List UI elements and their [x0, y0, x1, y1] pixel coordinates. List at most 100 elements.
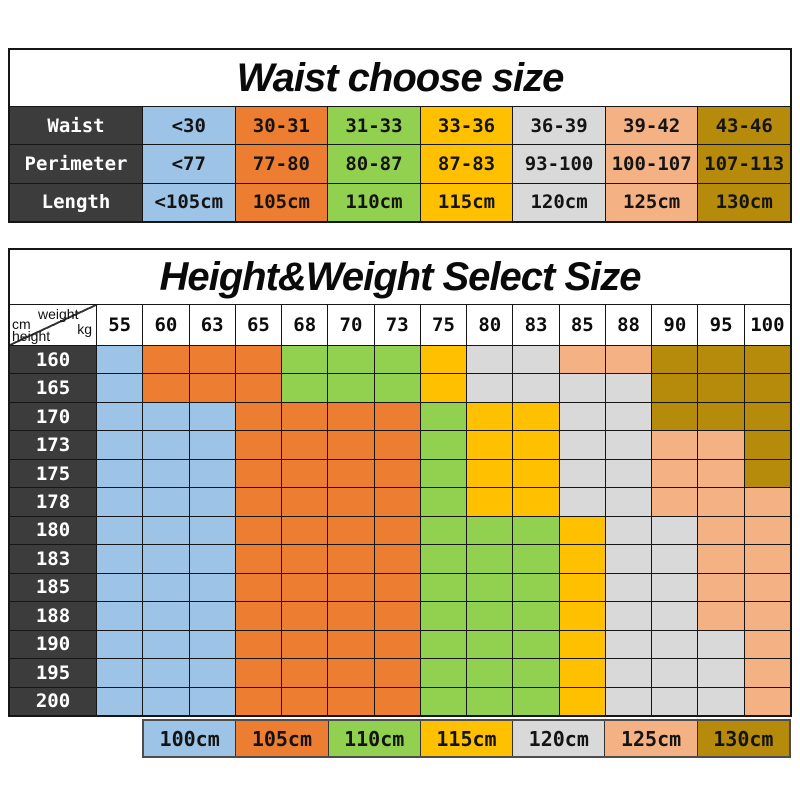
matrix-cell — [282, 659, 328, 687]
matrix-cell — [605, 630, 652, 659]
weight-header-cell: 63 — [189, 305, 235, 345]
matrix-cell — [467, 459, 513, 488]
matrix-cell — [97, 602, 143, 630]
matrix-cell — [652, 659, 698, 687]
matrix-cell — [282, 687, 328, 715]
height-weight-table: Height&Weight Select Size weight kg cm h… — [8, 248, 792, 717]
matrix-cell — [467, 374, 513, 402]
matrix-cell — [467, 346, 513, 374]
matrix-cell — [282, 402, 328, 431]
matrix-cell — [374, 346, 420, 374]
matrix-cell — [143, 488, 189, 516]
matrix-cell — [328, 573, 374, 602]
weight-header-cell: 90 — [652, 305, 698, 345]
height-header-cell: 183 — [10, 545, 96, 573]
matrix-cell — [652, 374, 698, 402]
matrix-cell — [97, 687, 143, 715]
matrix-cell — [97, 346, 143, 374]
corner-weight-label: weight — [38, 306, 79, 322]
matrix-cell — [282, 545, 328, 573]
matrix-cell — [143, 659, 189, 687]
legend-item: 120cm — [513, 721, 605, 756]
waist-size-cell: 77-80 — [235, 145, 328, 183]
matrix-cell — [374, 459, 420, 488]
weight-header-cell: 95 — [698, 305, 744, 345]
matrix-cell — [605, 659, 652, 687]
matrix-cell — [605, 459, 652, 488]
matrix-cell — [513, 545, 559, 573]
matrix-cell — [420, 459, 467, 488]
legend-item: 110cm — [328, 721, 420, 756]
matrix-cell — [143, 346, 189, 374]
matrix-cell — [374, 573, 420, 602]
matrix-cell — [698, 431, 744, 459]
weight-header-cell: 73 — [374, 305, 420, 345]
matrix-cell — [189, 516, 235, 545]
matrix-cell — [235, 431, 282, 459]
matrix-cell — [744, 374, 790, 402]
matrix-cell — [652, 602, 698, 630]
matrix-cell — [559, 374, 605, 402]
matrix-cell — [698, 516, 744, 545]
matrix-cell — [97, 488, 143, 516]
weight-header-cell: 88 — [605, 305, 652, 345]
row-label: Length — [10, 183, 142, 221]
matrix-cell — [467, 402, 513, 431]
matrix-cell — [143, 374, 189, 402]
matrix-cell — [328, 402, 374, 431]
matrix-cell — [189, 402, 235, 431]
matrix-cell — [328, 516, 374, 545]
matrix-cell — [513, 659, 559, 687]
height-header-cell: 185 — [10, 573, 96, 602]
matrix-cell — [143, 402, 189, 431]
matrix-cell — [559, 630, 605, 659]
matrix-cell — [420, 431, 467, 459]
matrix-cell — [605, 573, 652, 602]
matrix-cell — [605, 602, 652, 630]
corner-diagonal-cell: weight kg cm height — [10, 305, 96, 345]
corner-cm-label: cm — [12, 316, 31, 332]
matrix-cell — [374, 431, 420, 459]
matrix-cell — [235, 573, 282, 602]
matrix-cell — [143, 516, 189, 545]
matrix-cell — [328, 602, 374, 630]
matrix-cell — [652, 630, 698, 659]
matrix-cell — [698, 459, 744, 488]
matrix-cell — [374, 630, 420, 659]
matrix-cell — [97, 374, 143, 402]
matrix-cell — [744, 630, 790, 659]
waist-size-cell: 30-31 — [235, 107, 328, 145]
matrix-cell — [235, 602, 282, 630]
matrix-cell — [744, 687, 790, 715]
matrix-cell — [420, 516, 467, 545]
height-header-cell: 190 — [10, 630, 96, 659]
matrix-cell — [282, 573, 328, 602]
waist-size-cell: 105cm — [235, 183, 328, 221]
legend-item: 100cm — [144, 721, 236, 756]
matrix-cell — [328, 488, 374, 516]
matrix-cell — [374, 516, 420, 545]
matrix-cell — [97, 431, 143, 459]
matrix-cell — [652, 459, 698, 488]
matrix-cell — [143, 573, 189, 602]
matrix-cell — [744, 659, 790, 687]
matrix-cell — [282, 459, 328, 488]
matrix-cell — [235, 346, 282, 374]
matrix-cell — [143, 630, 189, 659]
matrix-cell — [420, 402, 467, 431]
matrix-cell — [328, 374, 374, 402]
waist-size-cell: 93-100 — [513, 145, 605, 183]
matrix-cell — [282, 516, 328, 545]
matrix-cell — [559, 346, 605, 374]
legend-item: 125cm — [605, 721, 697, 756]
matrix-cell — [559, 545, 605, 573]
matrix-cell — [698, 630, 744, 659]
matrix-cell — [420, 346, 467, 374]
waist-size-cell: 115cm — [420, 183, 513, 221]
matrix-cell — [328, 687, 374, 715]
matrix-cell — [189, 431, 235, 459]
matrix-cell — [698, 488, 744, 516]
matrix-cell — [513, 573, 559, 602]
matrix-cell — [605, 346, 652, 374]
